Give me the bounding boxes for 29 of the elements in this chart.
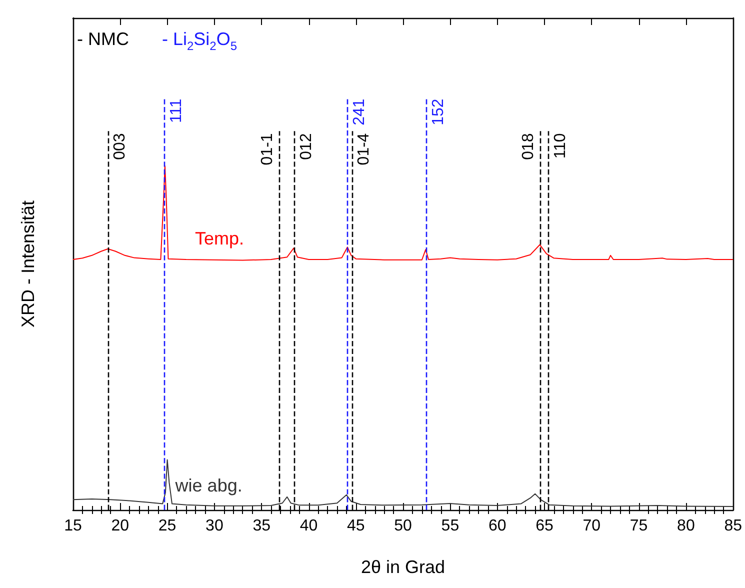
x-tick-label: 15 [64, 518, 82, 534]
text: - NMC [77, 29, 129, 49]
y-axis-title: XRD - Intensität [18, 200, 38, 328]
x-tick-label: 85 [724, 518, 742, 534]
series-label: wie abg. [174, 476, 242, 496]
annotation: 018 [520, 133, 538, 160]
annotation: 01-4 [356, 133, 373, 166]
annotation: 012 [298, 133, 316, 160]
x-tick-label: 60 [488, 518, 506, 534]
x-tick-label: 25 [158, 518, 176, 534]
x-tick-label: 65 [536, 518, 554, 534]
x-tick-label: 80 [677, 518, 695, 534]
annotation: 152 [430, 98, 448, 126]
x-tick-label: 75 [630, 518, 648, 534]
x-tick-label: 45 [347, 518, 365, 534]
annotation: 01-1 [259, 133, 276, 166]
x-axis-title: 2θ in Grad [361, 557, 446, 577]
x-tick-label: 20 [111, 518, 130, 534]
x-tick-label: 40 [300, 518, 318, 534]
series-label: Temp. [194, 228, 244, 249]
annotation: 241 [350, 98, 368, 126]
annotation: 003 [111, 133, 128, 160]
x-tick-label: 70 [582, 518, 601, 534]
x-tick-label: 50 [394, 518, 412, 534]
x-tick-label: 35 [252, 518, 271, 534]
annotation: 111 [168, 98, 185, 124]
annotation: 110 [552, 133, 569, 159]
x-tick-label: 30 [206, 518, 224, 534]
x-tick-label: 55 [441, 518, 460, 534]
